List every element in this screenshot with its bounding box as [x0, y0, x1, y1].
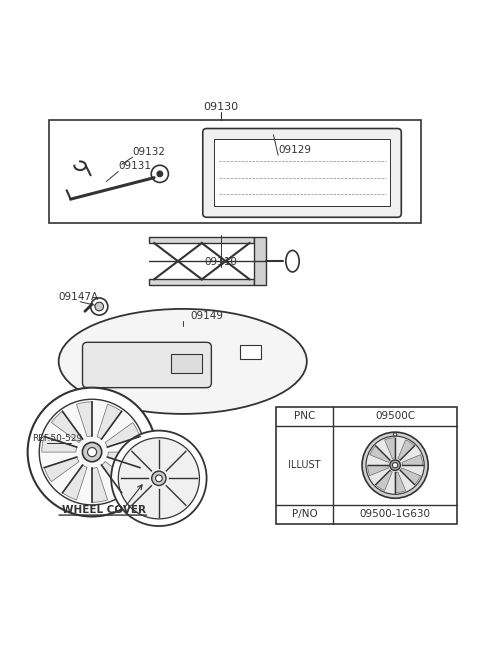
Polygon shape [395, 472, 406, 493]
Polygon shape [62, 465, 87, 500]
Bar [49, 121, 421, 223]
Text: 09132: 09132 [132, 147, 166, 157]
Circle shape [91, 298, 108, 315]
Bar [254, 237, 266, 285]
Text: 09129: 09129 [278, 145, 311, 155]
Circle shape [362, 432, 428, 499]
Polygon shape [97, 404, 121, 439]
Text: ILLUST: ILLUST [288, 461, 321, 470]
Polygon shape [42, 436, 77, 452]
Circle shape [39, 400, 145, 505]
Circle shape [151, 165, 168, 182]
Text: WHEEL COVER: WHEEL COVER [62, 505, 146, 515]
Circle shape [118, 438, 199, 519]
FancyBboxPatch shape [203, 129, 401, 217]
Circle shape [393, 462, 398, 468]
Circle shape [87, 447, 96, 457]
Polygon shape [384, 438, 395, 459]
Circle shape [366, 436, 424, 495]
Polygon shape [51, 411, 83, 443]
Polygon shape [398, 440, 415, 460]
Polygon shape [376, 470, 392, 491]
Text: 09500C: 09500C [375, 411, 415, 421]
Polygon shape [105, 422, 140, 447]
Circle shape [394, 433, 397, 436]
Ellipse shape [286, 251, 299, 272]
Circle shape [152, 471, 166, 485]
FancyBboxPatch shape [83, 342, 211, 388]
Circle shape [95, 302, 104, 311]
Polygon shape [102, 462, 132, 493]
Circle shape [157, 171, 163, 176]
Text: P/NO: P/NO [291, 509, 317, 519]
Bar [149, 237, 254, 243]
Polygon shape [370, 446, 390, 462]
Circle shape [390, 460, 400, 470]
Polygon shape [92, 467, 108, 502]
Bar [240, 344, 262, 359]
Text: 09110: 09110 [204, 257, 237, 267]
Circle shape [156, 475, 162, 482]
Circle shape [83, 442, 102, 462]
Bar [214, 140, 390, 206]
Circle shape [28, 388, 156, 516]
Text: 09147A: 09147A [59, 292, 99, 302]
Text: 09500-1G630: 09500-1G630 [360, 509, 431, 519]
Text: PNC: PNC [294, 411, 315, 421]
Text: REF.50-529: REF.50-529 [33, 434, 83, 443]
Text: 09149: 09149 [190, 311, 223, 321]
Polygon shape [402, 455, 422, 465]
Text: 09131: 09131 [118, 161, 151, 171]
Polygon shape [368, 465, 388, 476]
Polygon shape [44, 457, 79, 482]
Bar [149, 279, 254, 285]
Polygon shape [400, 468, 420, 485]
Circle shape [111, 430, 206, 526]
Polygon shape [108, 452, 142, 468]
Text: 09130: 09130 [204, 102, 239, 112]
Ellipse shape [59, 309, 307, 414]
Polygon shape [76, 402, 92, 437]
Bar [276, 407, 457, 523]
Bar [171, 354, 202, 373]
